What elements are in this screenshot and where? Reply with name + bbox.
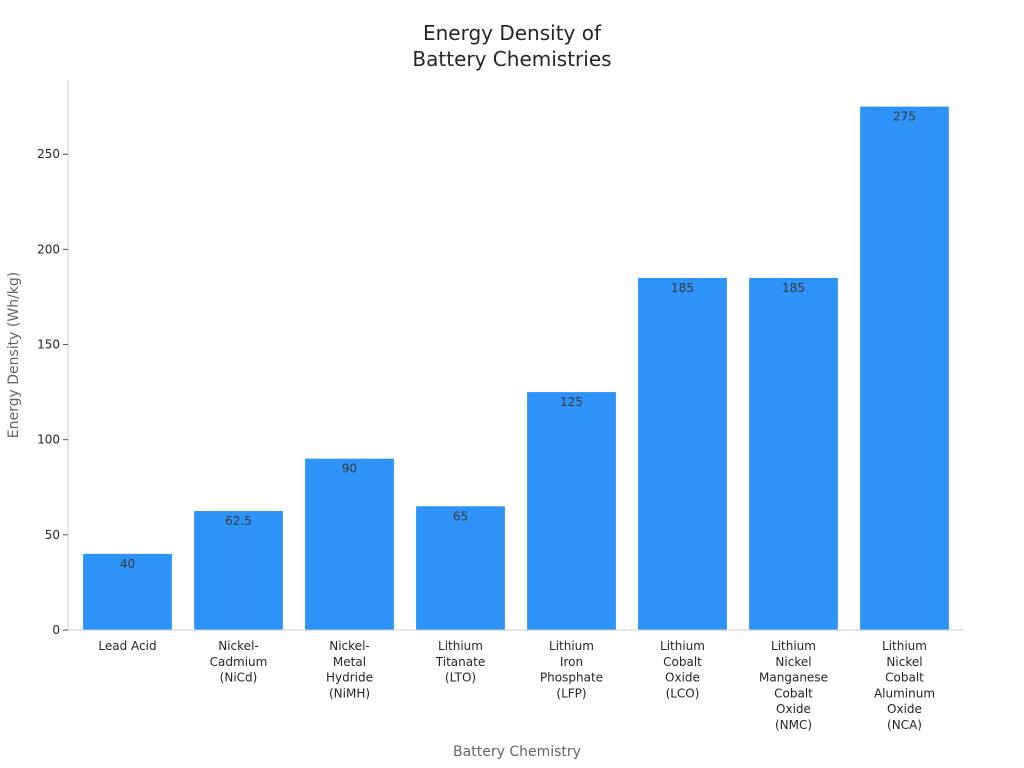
bar-7 [860,106,949,630]
bar-4 [527,392,616,630]
x-tick-label-3-line-1: Titanate [435,655,485,669]
data-label-0: 40 [120,557,135,571]
bar-5 [638,277,727,630]
data-label-1: 62.5 [225,514,252,528]
y-tick-label-4: 200 [37,242,60,256]
data-label-6: 185 [782,281,805,295]
bar-1 [194,511,283,630]
y-tick-label-3: 150 [37,338,60,352]
x-tick-label-1-line-0: Nickel- [218,639,258,653]
y-tick-label-2: 100 [37,433,60,447]
x-tick-label-5: Lithium Cobalt Oxide (LCO) [660,639,705,700]
y-axis-label: Energy Density (Wh/kg) [6,272,22,439]
x-tick-label-1-line-2: (NiCd) [220,671,258,685]
x-tick-label-7: Lithium Nickel Cobalt Aluminum Oxide (NCA) [874,639,935,732]
x-tick-label-2-line-0: Nickel- [329,639,369,653]
y-tick-label-1: 50 [45,528,60,542]
x-axis: Lead Acid Nickel- Cadmium (NiCd) Nickel- Meta… [68,629,964,732]
x-tick-label-4-line-1: Iron [560,655,583,669]
x-tick-label-2-line-1: Metal [333,655,366,669]
x-tick-label-6-line-4: Oxide [776,702,811,716]
bar-0 [83,553,172,630]
x-tick-label-0-line-0: Lead Acid [98,639,156,653]
x-tick-label-2: Nickel- Metal Hydride (NiMH) [326,639,373,700]
x-tick-label-6-line-1: Nickel [775,655,811,669]
x-tick-label-1: Nickel- Cadmium (NiCd) [210,639,268,685]
data-label-5: 185 [671,281,694,295]
x-tick-label-5-line-2: Oxide [665,671,700,685]
x-tick-label-3-line-0: Lithium [438,639,483,653]
x-tick-label-2-line-2: Hydride [326,671,373,685]
data-label-2: 90 [342,462,357,476]
x-tick-label-6-line-3: Cobalt [774,686,813,700]
bars-group: 40 62.5 90 65 125 185 185 275 [83,106,949,630]
x-tick-label-4-line-2: Phosphate [540,671,603,685]
x-tick-label-2-line-3: (NiMH) [329,686,370,700]
x-tick-label-4: Lithium Iron Phosphate (LFP) [540,639,603,700]
y-axis: 0 50 100 150 200 250 [37,80,69,637]
x-tick-label-1-line-1: Cadmium [210,655,268,669]
x-tick-label-7-line-1: Nickel [886,655,922,669]
bar-6 [749,277,838,630]
x-tick-label-5-line-0: Lithium [660,639,705,653]
x-tick-label-4-line-3: (LFP) [556,686,586,700]
x-tick-label-7-line-5: (NCA) [887,718,922,732]
x-tick-label-7-line-3: Aluminum [874,686,935,700]
x-tick-label-5-line-1: Cobalt [663,655,702,669]
x-tick-label-5-line-3: (LCO) [666,686,700,700]
x-axis-label: Battery Chemistry [453,744,581,760]
chart-title-line-1: Energy Density of [423,21,602,45]
data-label-3: 65 [453,509,468,523]
y-tick-label-5: 250 [37,147,60,161]
bar-3 [416,506,505,630]
x-tick-label-7-line-2: Cobalt [885,671,924,685]
x-tick-label-3-line-2: (LTO) [445,671,476,685]
x-tick-label-0: Lead Acid [98,639,156,653]
x-tick-label-7-line-0: Lithium [882,639,927,653]
x-tick-label-3: Lithium Titanate (LTO) [435,639,485,685]
data-label-7: 275 [893,110,916,124]
data-label-4: 125 [560,395,583,409]
x-tick-label-7-line-4: Oxide [887,702,922,716]
x-tick-label-4-line-0: Lithium [549,639,594,653]
chart-title-line-2: Battery Chemistries [412,47,611,71]
x-tick-label-6: Lithium Nickel Manganese Cobalt Oxide (NMC) [759,639,828,732]
x-tick-label-6-line-0: Lithium [771,639,816,653]
x-tick-label-6-line-2: Manganese [759,671,828,685]
y-tick-label-0: 0 [52,623,60,637]
x-tick-label-6-line-5: (NMC) [775,718,812,732]
bar-2 [305,458,394,630]
